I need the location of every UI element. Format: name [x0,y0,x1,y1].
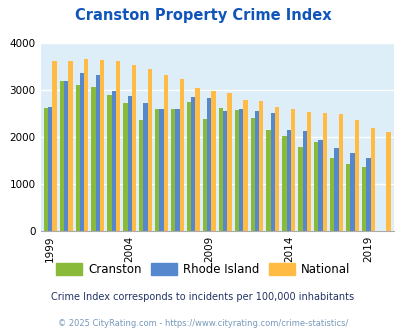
Bar [52,61,56,231]
Bar [127,96,132,231]
Bar [44,108,48,231]
Bar [334,148,338,231]
Bar [270,114,274,231]
Bar [186,102,191,231]
Bar [354,120,358,231]
Bar [80,73,84,231]
Bar [207,98,211,231]
Bar [318,140,322,231]
Bar [290,109,294,231]
Bar [111,91,116,231]
Bar [222,111,227,231]
Bar [234,110,238,231]
Bar [132,65,136,231]
Text: © 2025 CityRating.com - https://www.cityrating.com/crime-statistics/: © 2025 CityRating.com - https://www.city… [58,319,347,328]
Bar [338,114,342,231]
Bar [100,60,104,231]
Bar [370,128,374,231]
Bar [107,95,111,231]
Bar [202,119,207,231]
Bar [266,130,270,231]
Bar [243,100,247,231]
Bar [281,137,286,231]
Bar [302,131,306,231]
Bar [91,87,96,231]
Bar [211,91,215,231]
Bar [60,81,64,231]
Bar [218,108,222,231]
Bar [191,97,195,231]
Bar [84,59,88,231]
Bar [298,147,302,231]
Bar [171,109,175,231]
Bar [68,61,72,231]
Text: Crime Index corresponds to incidents per 100,000 inhabitants: Crime Index corresponds to incidents per… [51,292,354,302]
Bar [350,153,354,231]
Bar [116,61,120,231]
Bar [139,120,143,231]
Bar [96,75,100,231]
Bar [250,118,254,231]
Bar [329,158,334,231]
Bar [147,69,152,231]
Legend: Cranston, Rhode Island, National: Cranston, Rhode Island, National [51,258,354,281]
Bar [306,112,310,231]
Bar [313,142,318,231]
Bar [179,79,183,231]
Bar [322,114,326,231]
Bar [286,130,290,231]
Bar [75,85,80,231]
Bar [274,107,279,231]
Bar [143,103,147,231]
Bar [155,109,159,231]
Bar [365,158,370,231]
Bar [48,107,52,231]
Bar [258,101,263,231]
Bar [361,167,365,231]
Bar [64,81,68,231]
Bar [195,87,199,231]
Bar [345,164,350,231]
Text: Cranston Property Crime Index: Cranston Property Crime Index [75,8,330,23]
Bar [163,75,168,231]
Bar [123,103,127,231]
Bar [254,111,258,231]
Bar [238,109,243,231]
Bar [227,93,231,231]
Bar [386,132,390,231]
Bar [159,109,163,231]
Bar [175,109,179,231]
